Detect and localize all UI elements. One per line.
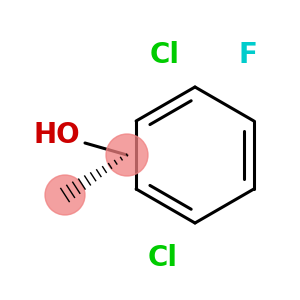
Text: F: F (238, 41, 257, 69)
Circle shape (45, 175, 85, 215)
Text: Cl: Cl (148, 244, 178, 272)
Text: HO: HO (34, 121, 80, 149)
Circle shape (106, 134, 148, 176)
Text: Cl: Cl (150, 41, 180, 69)
